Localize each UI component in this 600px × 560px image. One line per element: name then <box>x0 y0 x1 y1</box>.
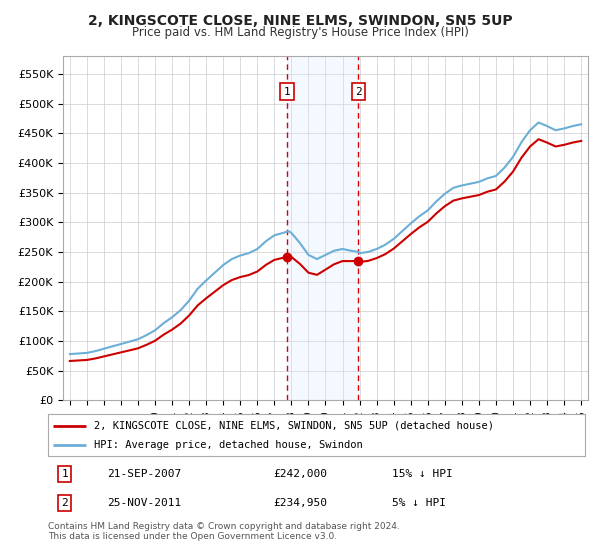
Text: 15% ↓ HPI: 15% ↓ HPI <box>392 469 452 479</box>
Text: £234,950: £234,950 <box>274 498 328 508</box>
Text: 25-NOV-2011: 25-NOV-2011 <box>107 498 181 508</box>
Text: 2, KINGSCOTE CLOSE, NINE ELMS, SWINDON, SN5 5UP (detached house): 2, KINGSCOTE CLOSE, NINE ELMS, SWINDON, … <box>94 421 494 431</box>
Text: Price paid vs. HM Land Registry's House Price Index (HPI): Price paid vs. HM Land Registry's House … <box>131 26 469 39</box>
Text: 1: 1 <box>61 469 68 479</box>
Text: 1: 1 <box>284 87 290 97</box>
Text: 2: 2 <box>355 87 362 97</box>
Text: 5% ↓ HPI: 5% ↓ HPI <box>392 498 446 508</box>
Text: 21-SEP-2007: 21-SEP-2007 <box>107 469 181 479</box>
Text: 2, KINGSCOTE CLOSE, NINE ELMS, SWINDON, SN5 5UP: 2, KINGSCOTE CLOSE, NINE ELMS, SWINDON, … <box>88 14 512 28</box>
Text: HPI: Average price, detached house, Swindon: HPI: Average price, detached house, Swin… <box>94 440 362 450</box>
Text: This data is licensed under the Open Government Licence v3.0.: This data is licensed under the Open Gov… <box>48 532 337 541</box>
Text: Contains HM Land Registry data © Crown copyright and database right 2024.: Contains HM Land Registry data © Crown c… <box>48 522 400 531</box>
Text: 2: 2 <box>61 498 68 508</box>
Text: £242,000: £242,000 <box>274 469 328 479</box>
Bar <box>287 56 358 400</box>
